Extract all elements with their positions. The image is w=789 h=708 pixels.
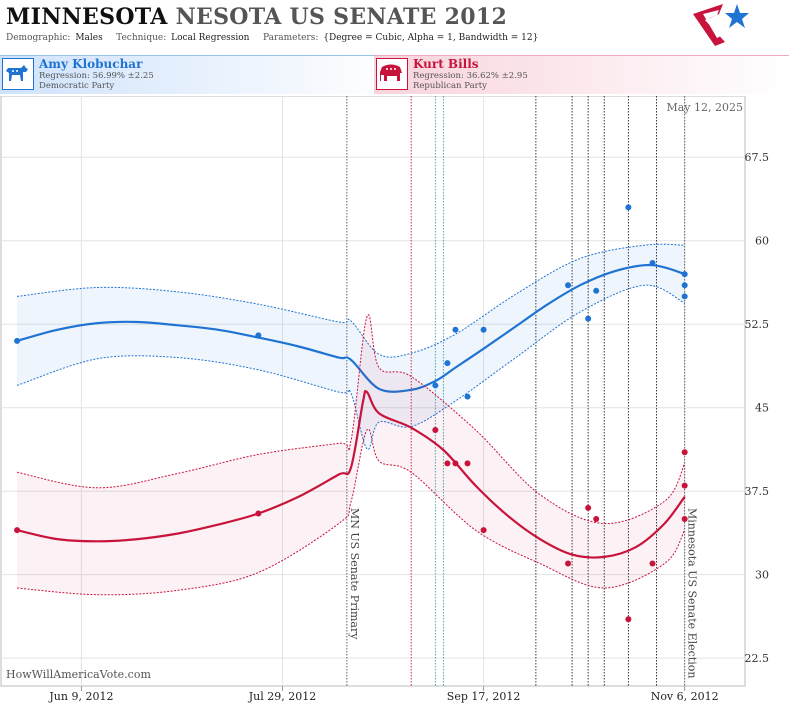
chart-area: 22.5 30 37.5 45 52.5 60 67.5 Jun 9, 2012 Jul 29,… bbox=[0, 95, 789, 704]
poll-point bbox=[480, 326, 487, 333]
demographic-label: Demographic: bbox=[6, 33, 71, 43]
poll-point bbox=[452, 460, 459, 467]
upper-bound-line bbox=[17, 243, 685, 358]
poll-point bbox=[432, 382, 439, 389]
event-label: MN US Senate Primary bbox=[348, 508, 361, 640]
technique-value: Local Regression bbox=[171, 33, 250, 43]
poll-point bbox=[585, 315, 592, 322]
poll-point bbox=[649, 560, 656, 567]
poll-point bbox=[444, 360, 451, 367]
poll-point bbox=[681, 271, 688, 278]
poll-point bbox=[593, 516, 600, 523]
dem-candidate-name: Amy Klobuchar bbox=[39, 57, 143, 71]
dem-regression: Regression: 56.99% ±2.25 bbox=[39, 71, 154, 81]
title-race: NESOTA US SENATE 2012 bbox=[175, 4, 508, 30]
event-label: Minnesota US Senate Election bbox=[686, 508, 699, 678]
parameters-label: Parameters: bbox=[262, 33, 319, 43]
confidence-band bbox=[17, 244, 685, 450]
poll-point bbox=[255, 510, 262, 517]
poll-point bbox=[14, 527, 21, 534]
x-tick-label: Jul 29, 2012 bbox=[248, 690, 317, 703]
poll-point bbox=[464, 460, 471, 467]
poll-point bbox=[681, 449, 688, 456]
lower-bound-line bbox=[17, 428, 686, 596]
poll-point bbox=[649, 259, 656, 266]
y-tick-label: 60 bbox=[755, 235, 769, 248]
y-tick-label: 30 bbox=[755, 569, 769, 582]
watermark: HowWillAmericaVote.com bbox=[6, 668, 151, 681]
title-state: MINNESOTA bbox=[6, 4, 168, 30]
poll-point bbox=[565, 560, 572, 567]
parameters-line: Demographic: Males Technique: Local Regr… bbox=[6, 33, 540, 43]
x-tick-label: Jun 9, 2012 bbox=[48, 690, 113, 703]
rep-regression: Regression: 36.62% ±2.95 bbox=[413, 71, 528, 81]
elephant-icon bbox=[376, 58, 408, 90]
donkey-icon bbox=[2, 58, 34, 90]
y-tick-label: 52.5 bbox=[745, 318, 770, 331]
poll-point bbox=[681, 282, 688, 289]
regression-line bbox=[16, 390, 686, 559]
poll-point bbox=[452, 326, 459, 333]
poll-point bbox=[464, 393, 471, 400]
demographic-value: Males bbox=[75, 33, 103, 43]
poll-point bbox=[444, 460, 451, 467]
lower-bound-line bbox=[16, 284, 685, 450]
poll-point bbox=[480, 527, 487, 534]
plot-frame bbox=[0, 95, 746, 687]
y-tick-label: 67.5 bbox=[745, 151, 770, 164]
header: MINNESOTA NESOTA US SENATE 2012 Demograp… bbox=[0, 0, 789, 50]
date-label: May 12, 2025 bbox=[666, 101, 743, 114]
candidate-panel-rep: Kurt Bills Regression: 36.62% ±2.95 Repu… bbox=[374, 55, 789, 94]
upper-bound-line bbox=[17, 314, 686, 525]
x-tick-label: Sep 17, 2012 bbox=[447, 690, 521, 703]
poll-point bbox=[625, 616, 632, 623]
poll-point bbox=[432, 426, 439, 433]
poll-point bbox=[681, 482, 688, 489]
parameters-value: {Degree = Cubic, Alpha = 1, Bandwidth = … bbox=[323, 33, 539, 43]
technique-label: Technique: bbox=[116, 33, 167, 43]
poll-point bbox=[681, 293, 688, 300]
x-tick-label: Nov 6, 2012 bbox=[651, 690, 719, 703]
site-logo bbox=[693, 4, 749, 46]
poll-point bbox=[585, 504, 592, 511]
poll-point bbox=[681, 516, 688, 523]
poll-point bbox=[593, 287, 600, 294]
poll-point bbox=[625, 204, 632, 211]
candidate-panel-dem: Amy Klobuchar Regression: 56.99% ±2.25 D… bbox=[0, 55, 394, 94]
poll-point bbox=[14, 337, 21, 344]
y-tick-label: 22.5 bbox=[745, 652, 770, 665]
poll-point bbox=[565, 282, 572, 289]
y-tick-label: 37.5 bbox=[745, 485, 770, 498]
regression-chart: 22.5 30 37.5 45 52.5 60 67.5 Jun 9, 2012 Jul 29,… bbox=[0, 95, 770, 703]
regression-line bbox=[16, 263, 686, 393]
rep-party: Republican Party bbox=[413, 81, 487, 91]
rep-candidate-name: Kurt Bills bbox=[413, 57, 479, 71]
page-title: MINNESOTA NESOTA US SENATE 2012 bbox=[6, 4, 507, 30]
poll-point bbox=[255, 332, 262, 339]
y-tick-label: 45 bbox=[755, 402, 769, 415]
dem-party: Democratic Party bbox=[39, 81, 115, 91]
